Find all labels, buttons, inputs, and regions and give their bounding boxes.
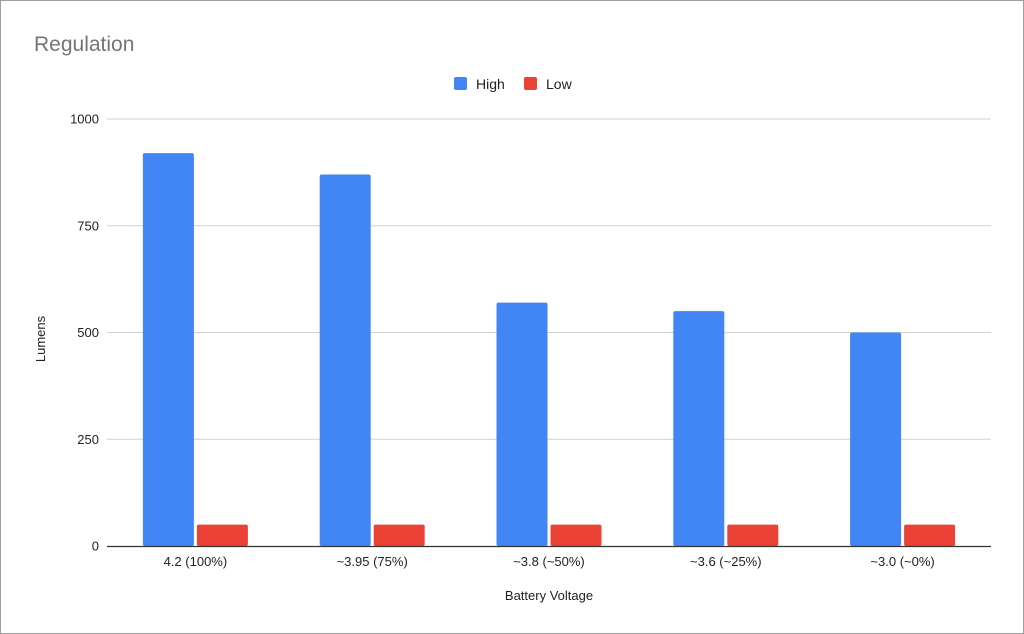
bar-low-1 bbox=[373, 524, 425, 546]
bar-high-1 bbox=[319, 174, 371, 546]
legend: High Low bbox=[454, 76, 573, 92]
x-tick-label: ~3.95 (75%) bbox=[337, 554, 408, 569]
x-axis-tick-labels: 4.2 (100%) ~3.95 (75%) ~3.8 (~50%) ~3.6 (~2… bbox=[164, 554, 935, 569]
x-tick-label: ~3.0 (~0%) bbox=[870, 554, 934, 569]
bar-low-0 bbox=[196, 524, 248, 546]
y-axis-title: Lumens bbox=[33, 315, 48, 362]
bar-low-2 bbox=[550, 524, 602, 546]
legend-swatch-low bbox=[524, 77, 537, 90]
bars bbox=[142, 153, 956, 546]
y-tick-label: 250 bbox=[77, 432, 99, 447]
bar-low-3 bbox=[727, 524, 779, 546]
y-axis-tick-labels: 0 250 500 750 1000 bbox=[70, 112, 99, 554]
bar-low-4 bbox=[904, 524, 956, 546]
y-tick-label: 0 bbox=[92, 539, 99, 554]
y-tick-label: 1000 bbox=[70, 112, 99, 127]
x-tick-label: ~3.8 (~50%) bbox=[513, 554, 585, 569]
legend-label-low: Low bbox=[546, 76, 573, 92]
bar-high-2 bbox=[496, 302, 548, 546]
x-tick-label: 4.2 (100%) bbox=[164, 554, 228, 569]
y-tick-label: 750 bbox=[77, 218, 99, 233]
y-tick-label: 500 bbox=[77, 325, 99, 340]
gridlines bbox=[107, 118, 991, 440]
x-axis-title: Battery Voltage bbox=[505, 588, 593, 603]
legend-label-high: High bbox=[476, 76, 505, 92]
x-tick-label: ~3.6 (~25%) bbox=[690, 554, 762, 569]
legend-swatch-high bbox=[454, 77, 467, 90]
bar-high-3 bbox=[673, 311, 725, 546]
bar-high-4 bbox=[850, 332, 902, 546]
bar-high-0 bbox=[142, 153, 194, 546]
chart-title: Regulation bbox=[34, 33, 134, 56]
